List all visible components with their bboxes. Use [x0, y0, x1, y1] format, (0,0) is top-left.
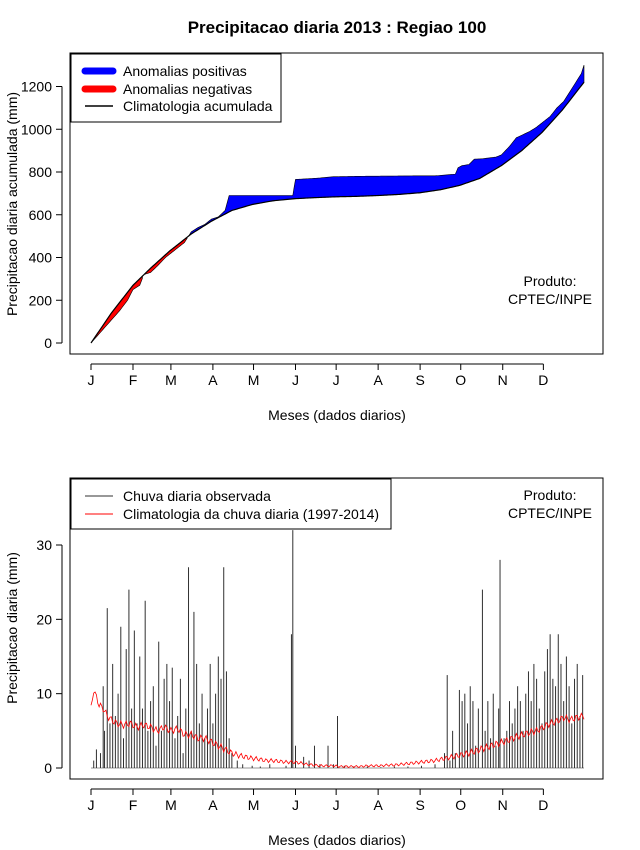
y-tick-label: 1000 — [21, 121, 52, 137]
cumulative-plot-frame — [69, 52, 604, 355]
daily-legend-box — [70, 478, 392, 530]
x-tick-label: D — [538, 372, 548, 388]
cumulative-x-label: Meses (dados diarios) — [268, 407, 406, 423]
x-tick-label: M — [248, 372, 260, 388]
x-tick-label: J — [88, 372, 95, 388]
daily-plot-frame — [69, 477, 604, 780]
x-tick-label: A — [208, 797, 218, 813]
cumulative-y-label: Precipitacao diaria acumulada (mm) — [4, 92, 20, 316]
daily-panel: 0 10 20 30 J F M A M J J A S O N D Meses (dados diario… — [4, 477, 604, 848]
x-tick-label: O — [455, 797, 466, 813]
daily-y-label: Precipitacao diaria (mm) — [4, 552, 20, 704]
y-tick-label: 200 — [29, 292, 53, 308]
x-tick-label: J — [292, 372, 299, 388]
x-tick-label: J — [333, 797, 340, 813]
x-tick-label: J — [292, 797, 299, 813]
credit-line-2-bottom: CPTEC/INPE — [508, 505, 592, 521]
y-tick-label: 400 — [29, 250, 53, 266]
negative-anomaly-area — [92, 275, 143, 343]
legend-label-negative: Anomalias negativas — [123, 81, 252, 97]
daily-y-axis: 0 10 20 30 — [36, 537, 63, 776]
legend-label-daily-climatology: Climatologia da chuva diaria (1997-2014) — [123, 506, 379, 522]
x-tick-label: N — [498, 797, 508, 813]
x-tick-label: D — [538, 797, 548, 813]
y-tick-label: 0 — [44, 760, 52, 776]
cumulative-legend: Anomalias positivas Anomalias negativas … — [70, 53, 282, 123]
legend-label-climatology: Climatologia acumulada — [123, 98, 273, 114]
x-tick-label: A — [373, 797, 383, 813]
y-tick-label: 600 — [29, 207, 53, 223]
y-tick-label: 10 — [36, 686, 52, 702]
credit-line-1-bottom: Produto: — [524, 487, 577, 503]
x-tick-label: N — [498, 372, 508, 388]
x-tick-label: F — [129, 372, 138, 388]
credit-line-1: Produto: — [524, 273, 577, 289]
y-tick-label: 800 — [29, 164, 53, 180]
cumulative-panel: 0 200 400 600 800 1000 1200 J F M A M J J A S O N D Meses… — [4, 52, 604, 423]
x-tick-label: M — [165, 372, 177, 388]
y-tick-label: 30 — [36, 537, 52, 553]
x-tick-label: O — [455, 372, 466, 388]
figure-title: Precipitacao diaria 2013 : Regiao 100 — [188, 18, 487, 37]
legend-label-observed: Chuva diaria observada — [123, 488, 271, 504]
x-tick-label: J — [88, 797, 95, 813]
credit-line-2: CPTEC/INPE — [508, 291, 592, 307]
x-tick-label: F — [129, 797, 138, 813]
y-tick-label: 0 — [44, 335, 52, 351]
x-tick-label: S — [415, 797, 424, 813]
y-tick-label: 20 — [36, 611, 52, 627]
x-tick-label: M — [165, 797, 177, 813]
x-tick-label: J — [333, 372, 340, 388]
y-tick-label: 1200 — [21, 79, 52, 95]
x-tick-label: S — [415, 372, 424, 388]
climatology-cumulative-line — [90, 81, 585, 344]
daily-climatology-line — [90, 691, 585, 769]
x-tick-label: A — [373, 372, 383, 388]
x-tick-label: A — [208, 372, 218, 388]
legend-label-positive: Anomalias positivas — [123, 63, 247, 79]
cumulative-y-axis: 0 200 400 600 800 1000 1200 — [21, 79, 63, 351]
x-tick-label: M — [248, 797, 260, 813]
observed-rain-bars — [91, 530, 584, 769]
daily-legend: Chuva diaria observada Climatologia da c… — [70, 478, 392, 530]
daily-x-label: Meses (dados diarios) — [268, 832, 406, 848]
